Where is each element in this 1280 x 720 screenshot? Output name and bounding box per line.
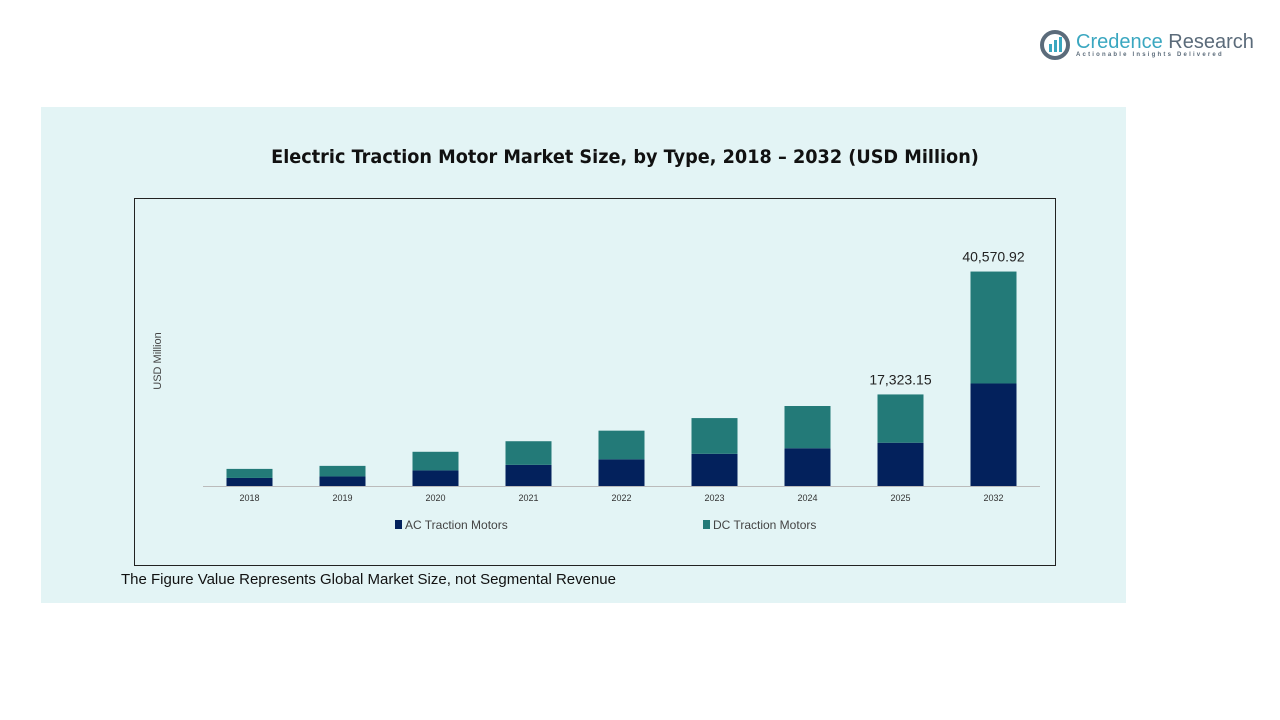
x-tick-label: 2025 — [890, 493, 910, 503]
bar-ac-2020 — [412, 470, 459, 486]
brand-name-2: Research — [1168, 31, 1254, 53]
x-tick-label: 2021 — [518, 493, 538, 503]
chart-title: Electric Traction Motor Market Size, by … — [271, 146, 979, 168]
bar-dc-2032 — [970, 271, 1017, 384]
bar-ac-2023 — [691, 453, 738, 486]
bar-dc-2024 — [784, 406, 831, 449]
bar-dc-2022 — [598, 430, 645, 460]
legend-label-ac: AC Traction Motors — [405, 518, 508, 532]
data-label-2032: 40,570.92 — [962, 249, 1024, 265]
brand-logo: Credence Research Actionable Insights De… — [1040, 30, 1254, 60]
bar-ac-2021 — [505, 464, 552, 486]
x-tick-label: 2019 — [332, 493, 352, 503]
chart-panel — [41, 107, 1126, 603]
bar-ac-2018 — [226, 477, 273, 486]
bar-ac-2022 — [598, 459, 645, 486]
bar-dc-2021 — [505, 441, 552, 465]
bar-ac-2025 — [877, 442, 924, 486]
bar-dc-2025 — [877, 394, 924, 443]
bar-ac-2019 — [319, 476, 366, 486]
legend-swatch-dc — [703, 520, 710, 529]
x-tick-label: 2020 — [425, 493, 445, 503]
x-tick-label: 2018 — [239, 493, 259, 503]
legend-swatch-ac — [395, 520, 402, 529]
x-tick-label: 2024 — [797, 493, 817, 503]
x-tick-label: 2022 — [611, 493, 631, 503]
bar-ac-2032 — [970, 383, 1017, 486]
bar-ac-2024 — [784, 448, 831, 486]
bar-dc-2018 — [226, 468, 273, 478]
data-label-2025: 17,323.15 — [869, 371, 931, 387]
plot-frame — [134, 198, 1056, 566]
brand-name-1: Credence — [1076, 31, 1163, 53]
bar-dc-2019 — [319, 465, 366, 477]
footnote: The Figure Value Represents Global Marke… — [121, 571, 616, 588]
x-tick-label: 2032 — [983, 493, 1003, 503]
brand-tagline: Actionable Insights Delivered — [1076, 52, 1224, 58]
logo-chart-icon — [1040, 30, 1070, 60]
x-tick-label: 2023 — [704, 493, 724, 503]
bar-dc-2023 — [691, 418, 738, 454]
legend-label-dc: DC Traction Motors — [713, 518, 816, 532]
bar-dc-2020 — [412, 451, 459, 471]
